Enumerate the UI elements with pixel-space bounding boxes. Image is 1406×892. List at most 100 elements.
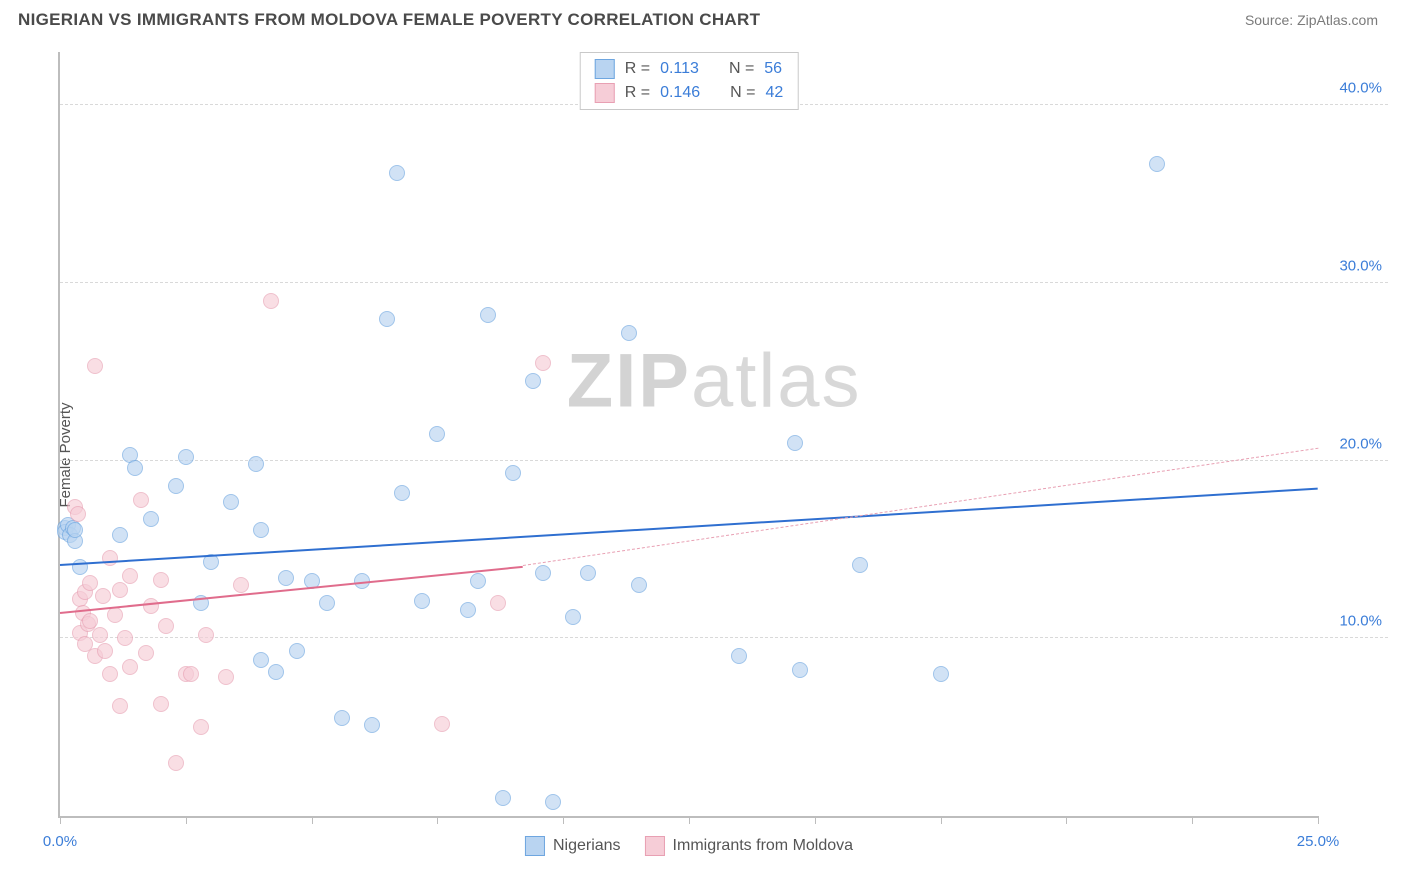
chart-source: Source: ZipAtlas.com <box>1245 12 1378 28</box>
legend-n-value: 42 <box>765 84 783 102</box>
scatter-point <box>112 582 128 598</box>
scatter-point <box>621 325 637 341</box>
scatter-point <box>67 522 83 538</box>
scatter-point <box>102 550 118 566</box>
trend-line <box>60 487 1318 565</box>
scatter-point <box>470 573 486 589</box>
y-tick-label: 20.0% <box>1339 435 1382 452</box>
scatter-point <box>153 696 169 712</box>
scatter-point <box>379 311 395 327</box>
scatter-point <box>153 572 169 588</box>
x-tick <box>1192 816 1193 824</box>
watermark-light: atlas <box>691 338 862 423</box>
scatter-point <box>545 794 561 810</box>
scatter-point <box>535 355 551 371</box>
legend-n-value: 56 <box>764 60 782 78</box>
scatter-point <box>122 659 138 675</box>
x-tick <box>312 816 313 824</box>
scatter-point <box>495 790 511 806</box>
scatter-point <box>787 435 803 451</box>
scatter-point <box>127 460 143 476</box>
scatter-point <box>143 511 159 527</box>
scatter-point <box>178 449 194 465</box>
scatter-point <box>95 588 111 604</box>
legend-item: Immigrants from Moldova <box>645 836 854 856</box>
scatter-point <box>122 568 138 584</box>
scatter-point <box>102 666 118 682</box>
scatter-point <box>263 293 279 309</box>
legend-stats-row: R = 0.146 N = 42 <box>595 81 784 105</box>
scatter-point <box>107 607 123 623</box>
x-tick <box>1318 816 1319 824</box>
scatter-point <box>480 307 496 323</box>
y-tick-label: 10.0% <box>1339 613 1382 630</box>
chart-title: NIGERIAN VS IMMIGRANTS FROM MOLDOVA FEMA… <box>18 10 760 30</box>
scatter-point <box>168 478 184 494</box>
scatter-point <box>112 698 128 714</box>
scatter-point <box>334 710 350 726</box>
y-tick-label: 40.0% <box>1339 80 1382 97</box>
scatter-point <box>223 494 239 510</box>
legend-r-label: R = <box>625 60 650 78</box>
x-tick <box>689 816 690 824</box>
x-tick <box>186 816 187 824</box>
scatter-point <box>87 358 103 374</box>
legend-swatch-blue <box>595 59 615 79</box>
scatter-point <box>434 716 450 732</box>
scatter-point <box>505 465 521 481</box>
scatter-point <box>253 652 269 668</box>
scatter-point <box>319 595 335 611</box>
chart-area: Female Poverty ZIPatlas R = 0.113 N = 56… <box>18 40 1388 870</box>
x-tick-label: 25.0% <box>1297 833 1340 850</box>
watermark: ZIPatlas <box>567 337 862 424</box>
legend-r-value: 0.113 <box>660 60 699 78</box>
scatter-point <box>490 595 506 611</box>
legend-item: Nigerians <box>525 836 621 856</box>
scatter-point <box>460 602 476 618</box>
legend-swatch-pink <box>595 83 615 103</box>
legend-series-label: Nigerians <box>553 837 621 855</box>
x-tick <box>815 816 816 824</box>
scatter-point <box>389 165 405 181</box>
legend-r-label: R = <box>625 84 650 102</box>
gridline <box>60 282 1388 283</box>
scatter-point <box>92 627 108 643</box>
chart-header: NIGERIAN VS IMMIGRANTS FROM MOLDOVA FEMA… <box>0 0 1406 36</box>
scatter-point <box>394 485 410 501</box>
scatter-point <box>133 492 149 508</box>
scatter-point <box>580 565 596 581</box>
scatter-point <box>289 643 305 659</box>
plot-region: ZIPatlas R = 0.113 N = 56 R = 0.146 N = … <box>58 52 1318 818</box>
scatter-point <box>414 593 430 609</box>
scatter-point <box>933 666 949 682</box>
scatter-point <box>852 557 868 573</box>
scatter-point <box>198 627 214 643</box>
scatter-point <box>138 645 154 661</box>
x-tick <box>437 816 438 824</box>
scatter-point <box>112 527 128 543</box>
trend-line <box>523 448 1318 566</box>
watermark-bold: ZIP <box>567 338 691 423</box>
legend-series: Nigerians Immigrants from Moldova <box>525 836 853 856</box>
legend-n-label: N = <box>729 60 754 78</box>
scatter-point <box>97 643 113 659</box>
scatter-point <box>233 577 249 593</box>
scatter-point <box>183 666 199 682</box>
scatter-point <box>631 577 647 593</box>
x-tick-label: 0.0% <box>43 833 77 850</box>
scatter-point <box>565 609 581 625</box>
x-tick <box>941 816 942 824</box>
scatter-point <box>731 648 747 664</box>
legend-series-label: Immigrants from Moldova <box>673 837 854 855</box>
scatter-point <box>253 522 269 538</box>
scatter-point <box>1149 156 1165 172</box>
x-tick <box>563 816 564 824</box>
scatter-point <box>218 669 234 685</box>
scatter-point <box>168 755 184 771</box>
scatter-point <box>82 575 98 591</box>
legend-swatch-blue <box>525 836 545 856</box>
scatter-point <box>248 456 264 472</box>
scatter-point <box>278 570 294 586</box>
scatter-point <box>158 618 174 634</box>
legend-swatch-pink <box>645 836 665 856</box>
